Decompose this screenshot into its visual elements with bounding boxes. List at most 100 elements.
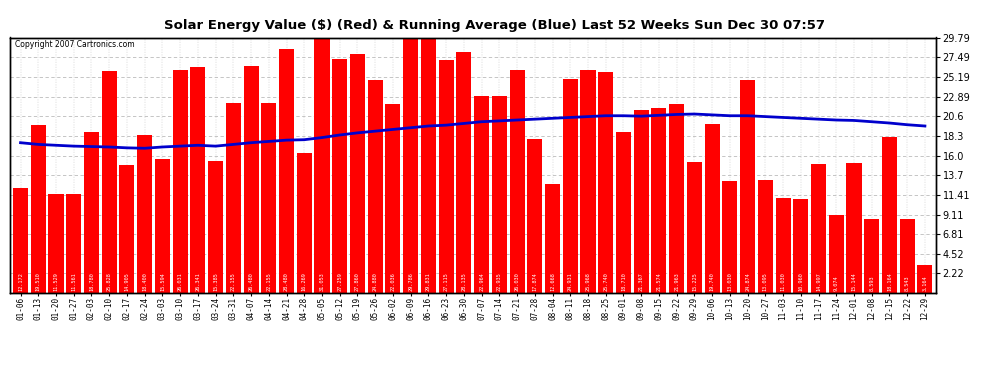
Bar — [882, 137, 897, 292]
Text: 14.905: 14.905 — [125, 273, 130, 291]
Bar — [669, 105, 684, 292]
Text: 17.874: 17.874 — [533, 273, 538, 291]
Bar — [13, 188, 28, 292]
Bar — [616, 132, 631, 292]
Text: 10.960: 10.960 — [798, 273, 803, 291]
Text: 12.668: 12.668 — [550, 273, 555, 291]
Bar — [456, 52, 471, 292]
Bar — [49, 194, 63, 292]
Bar — [333, 59, 347, 292]
Text: 29.786: 29.786 — [408, 273, 413, 291]
Bar — [84, 132, 99, 292]
Bar — [226, 103, 241, 292]
Text: Copyright 2007 Cartronics.com: Copyright 2007 Cartronics.com — [15, 40, 135, 49]
Text: 28.480: 28.480 — [284, 273, 289, 291]
Bar — [66, 194, 81, 292]
Text: 22.935: 22.935 — [497, 273, 502, 291]
Text: 26.030: 26.030 — [515, 273, 520, 291]
Text: 25.828: 25.828 — [107, 273, 112, 291]
Text: 11.529: 11.529 — [53, 273, 58, 291]
Bar — [190, 67, 205, 292]
Bar — [138, 135, 152, 292]
Text: 15.225: 15.225 — [692, 273, 697, 291]
Text: 16.269: 16.269 — [302, 273, 307, 291]
Bar — [172, 70, 188, 292]
Text: 15.385: 15.385 — [213, 273, 218, 291]
Bar — [580, 70, 596, 292]
Bar — [208, 161, 223, 292]
Text: 18.710: 18.710 — [621, 273, 626, 291]
Bar — [385, 104, 401, 292]
Text: 22.036: 22.036 — [390, 273, 395, 291]
Bar — [741, 80, 755, 292]
Text: Solar Energy Value ($) (Red) & Running Average (Blue) Last 52 Weeks Sun Dec 30 0: Solar Energy Value ($) (Red) & Running A… — [164, 19, 826, 32]
Bar — [775, 198, 791, 292]
Text: 26.480: 26.480 — [248, 273, 253, 291]
Text: 11.561: 11.561 — [71, 273, 76, 291]
Bar — [864, 219, 879, 292]
Bar — [403, 38, 418, 292]
Bar — [757, 180, 773, 292]
Text: 18.780: 18.780 — [89, 273, 94, 291]
Bar — [261, 103, 276, 292]
Bar — [31, 126, 46, 292]
Text: 21.574: 21.574 — [656, 273, 661, 291]
Text: 27.115: 27.115 — [444, 273, 448, 291]
Text: 26.031: 26.031 — [177, 273, 182, 291]
Text: 8.543: 8.543 — [905, 276, 910, 291]
Bar — [279, 49, 294, 292]
Text: 22.155: 22.155 — [266, 273, 271, 291]
Text: 26.341: 26.341 — [195, 273, 200, 291]
Bar — [297, 153, 312, 292]
Text: 25.740: 25.740 — [603, 273, 608, 291]
Bar — [492, 96, 507, 292]
Text: 13.095: 13.095 — [763, 273, 768, 291]
Bar — [651, 108, 666, 292]
Text: 22.155: 22.155 — [231, 273, 236, 291]
Text: 25.968: 25.968 — [585, 273, 590, 291]
Bar — [544, 184, 560, 292]
Bar — [102, 71, 117, 292]
Bar — [244, 66, 258, 292]
Text: 21.367: 21.367 — [639, 273, 644, 291]
Text: 12.172: 12.172 — [18, 273, 23, 291]
Text: 19.510: 19.510 — [36, 273, 41, 291]
Text: 15.144: 15.144 — [851, 273, 856, 291]
Text: 9.074: 9.074 — [834, 276, 839, 291]
Bar — [154, 159, 170, 292]
Text: 31.053: 31.053 — [320, 273, 325, 291]
Text: 3.164: 3.164 — [923, 276, 928, 291]
Text: 11.030: 11.030 — [780, 273, 785, 291]
Text: 14.997: 14.997 — [816, 273, 821, 291]
Text: 22.964: 22.964 — [479, 273, 484, 291]
Bar — [634, 110, 648, 292]
Text: 18.400: 18.400 — [143, 273, 148, 291]
Bar — [793, 199, 808, 292]
Text: 19.740: 19.740 — [710, 273, 715, 291]
Bar — [367, 80, 383, 292]
Text: 28.135: 28.135 — [461, 273, 466, 291]
Bar — [846, 163, 861, 292]
Text: 24.880: 24.880 — [372, 273, 378, 291]
Text: 18.164: 18.164 — [887, 273, 892, 291]
Bar — [900, 219, 915, 292]
Bar — [918, 266, 933, 292]
Text: 8.593: 8.593 — [869, 276, 874, 291]
Bar — [811, 164, 826, 292]
Bar — [421, 38, 436, 292]
Text: 21.963: 21.963 — [674, 273, 679, 291]
Bar — [120, 165, 135, 292]
Bar — [510, 70, 525, 292]
Bar — [829, 215, 843, 292]
Bar — [349, 54, 365, 292]
Text: 15.594: 15.594 — [160, 273, 165, 291]
Bar — [598, 72, 613, 292]
Bar — [705, 123, 720, 292]
Text: 24.931: 24.931 — [567, 273, 573, 291]
Text: 24.874: 24.874 — [745, 273, 750, 291]
Bar — [723, 181, 738, 292]
Text: 13.030: 13.030 — [728, 273, 733, 291]
Bar — [687, 162, 702, 292]
Bar — [528, 140, 543, 292]
Bar — [474, 96, 489, 292]
